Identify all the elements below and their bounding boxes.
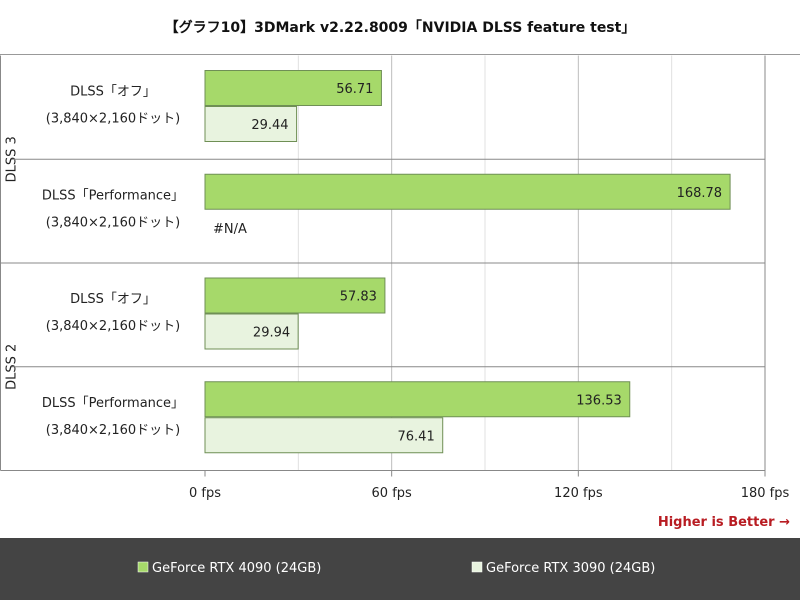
row-label-line1: DLSS「オフ」 — [70, 85, 156, 100]
row-label-line2: (3,840×2,160ドット) — [46, 215, 180, 230]
data-label: 136.53 — [576, 393, 622, 408]
legend-label: GeForce RTX 3090 (24GB) — [486, 561, 655, 576]
chart-title: 【グラフ10】3DMark v2.22.8009「NVIDIA DLSS fea… — [165, 19, 636, 36]
bar-rtx4090 — [204, 381, 631, 418]
data-label: 29.44 — [251, 118, 288, 133]
bar-rtx4090 — [204, 70, 382, 106]
data-label: 76.41 — [398, 429, 435, 444]
row-label-line1: DLSS「Performance」 — [42, 396, 184, 411]
tick-label: 180 fps — [741, 486, 790, 501]
data-label: 168.78 — [677, 186, 723, 201]
bar-rtx4090 — [204, 173, 731, 210]
tick-label: 60 fps — [372, 486, 413, 501]
data-label: 29.94 — [253, 326, 290, 341]
row-label-line2: (3,840×2,160ドット) — [46, 423, 180, 438]
data-label: 57.83 — [340, 290, 377, 305]
data-label: 56.71 — [336, 82, 373, 97]
legend-label: GeForce RTX 4090 (24GB) — [152, 561, 321, 576]
na-label: #N/A — [213, 222, 247, 237]
bar-rtx3090 — [204, 417, 444, 454]
higher-is-better-note: Higher is Better → — [658, 515, 790, 530]
row-label-line2: (3,840×2,160ドット) — [46, 112, 180, 127]
row-label-line1: DLSS「オフ」 — [70, 292, 156, 307]
row-label-line1: DLSS「Performance」 — [42, 188, 184, 203]
tick-label: 120 fps — [554, 486, 603, 501]
legend-footer: GeForce RTX 4090 (24GB) GeForce RTX 3090 … — [0, 538, 800, 600]
legend-swatch — [471, 561, 483, 573]
row-label-line2: (3,840×2,160ドット) — [46, 319, 180, 334]
bar-rtx4090 — [204, 277, 386, 314]
bar-rtx3090 — [204, 313, 299, 350]
legend-swatch — [137, 561, 149, 573]
plot-area: DLSS 3DLSS「オフ」(3,840×2,160ドット)56.7129.44… — [0, 55, 790, 501]
bar-rtx3090 — [204, 106, 298, 142]
tick-label: 0 fps — [189, 486, 221, 501]
legend-background — [0, 538, 800, 600]
